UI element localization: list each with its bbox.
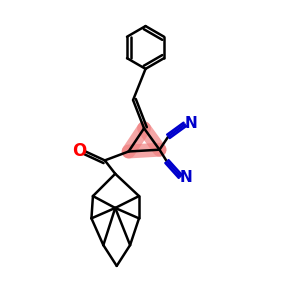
Text: N: N <box>184 116 197 131</box>
Text: O: O <box>72 142 86 160</box>
Text: N: N <box>179 169 192 184</box>
